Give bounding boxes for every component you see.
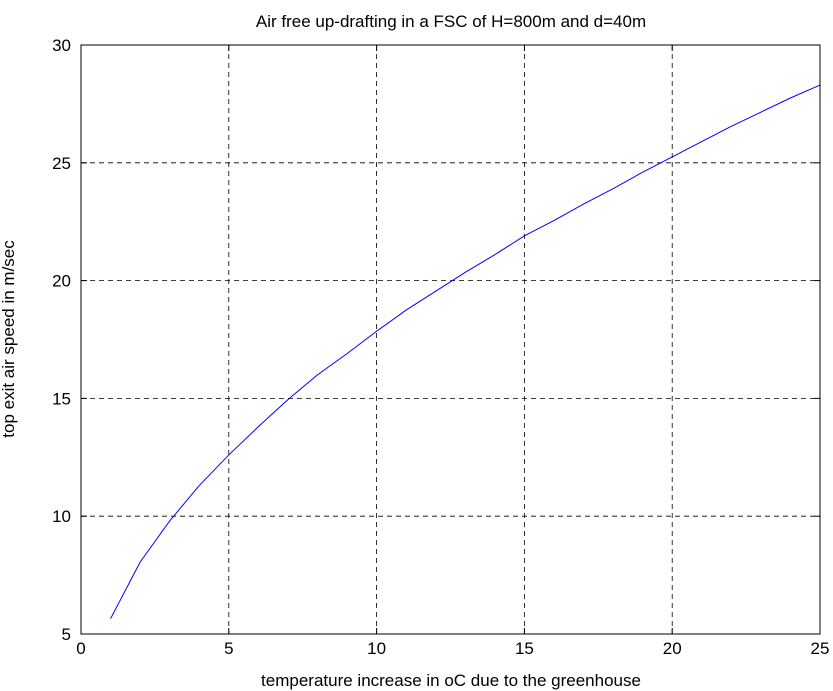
- y-axis-label: top exit air speed in m/sec: [0, 240, 18, 438]
- ticks: [80, 44, 821, 635]
- x-tick-label: 20: [663, 639, 682, 658]
- y-tick-label: 30: [52, 36, 71, 55]
- plot-area: [81, 45, 820, 634]
- x-tick-label: 15: [515, 639, 534, 658]
- series-line: [110, 84, 821, 619]
- x-tick-label: 10: [367, 639, 386, 658]
- x-tick-label: 25: [811, 639, 830, 658]
- grid: [81, 45, 820, 634]
- x-tick-label: 5: [224, 639, 233, 658]
- y-tick-label: 10: [52, 507, 71, 526]
- y-tick-label: 5: [62, 625, 71, 644]
- y-tick-label: 20: [52, 272, 71, 291]
- plot-frame: [80, 44, 821, 635]
- series-layer: [110, 84, 821, 619]
- y-tick-label: 25: [52, 154, 71, 173]
- y-tick-label: 15: [52, 389, 71, 408]
- x-tick-label: 0: [76, 639, 85, 658]
- chart-title: Air free up-drafting in a FSC of H=800m …: [256, 12, 646, 31]
- x-axis-label: temperature increase in oC due to the gr…: [261, 671, 641, 690]
